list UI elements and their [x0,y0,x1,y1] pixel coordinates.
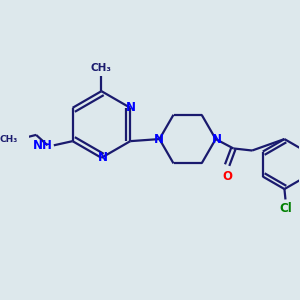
Text: N: N [126,101,136,114]
Text: CH₃: CH₃ [91,64,112,74]
Text: NH: NH [33,139,53,152]
Text: N: N [212,133,222,146]
Text: O: O [222,170,232,183]
Text: Cl: Cl [279,202,292,214]
Text: CH₃: CH₃ [0,135,17,144]
Text: N: N [153,133,164,146]
Text: N: N [98,151,107,164]
